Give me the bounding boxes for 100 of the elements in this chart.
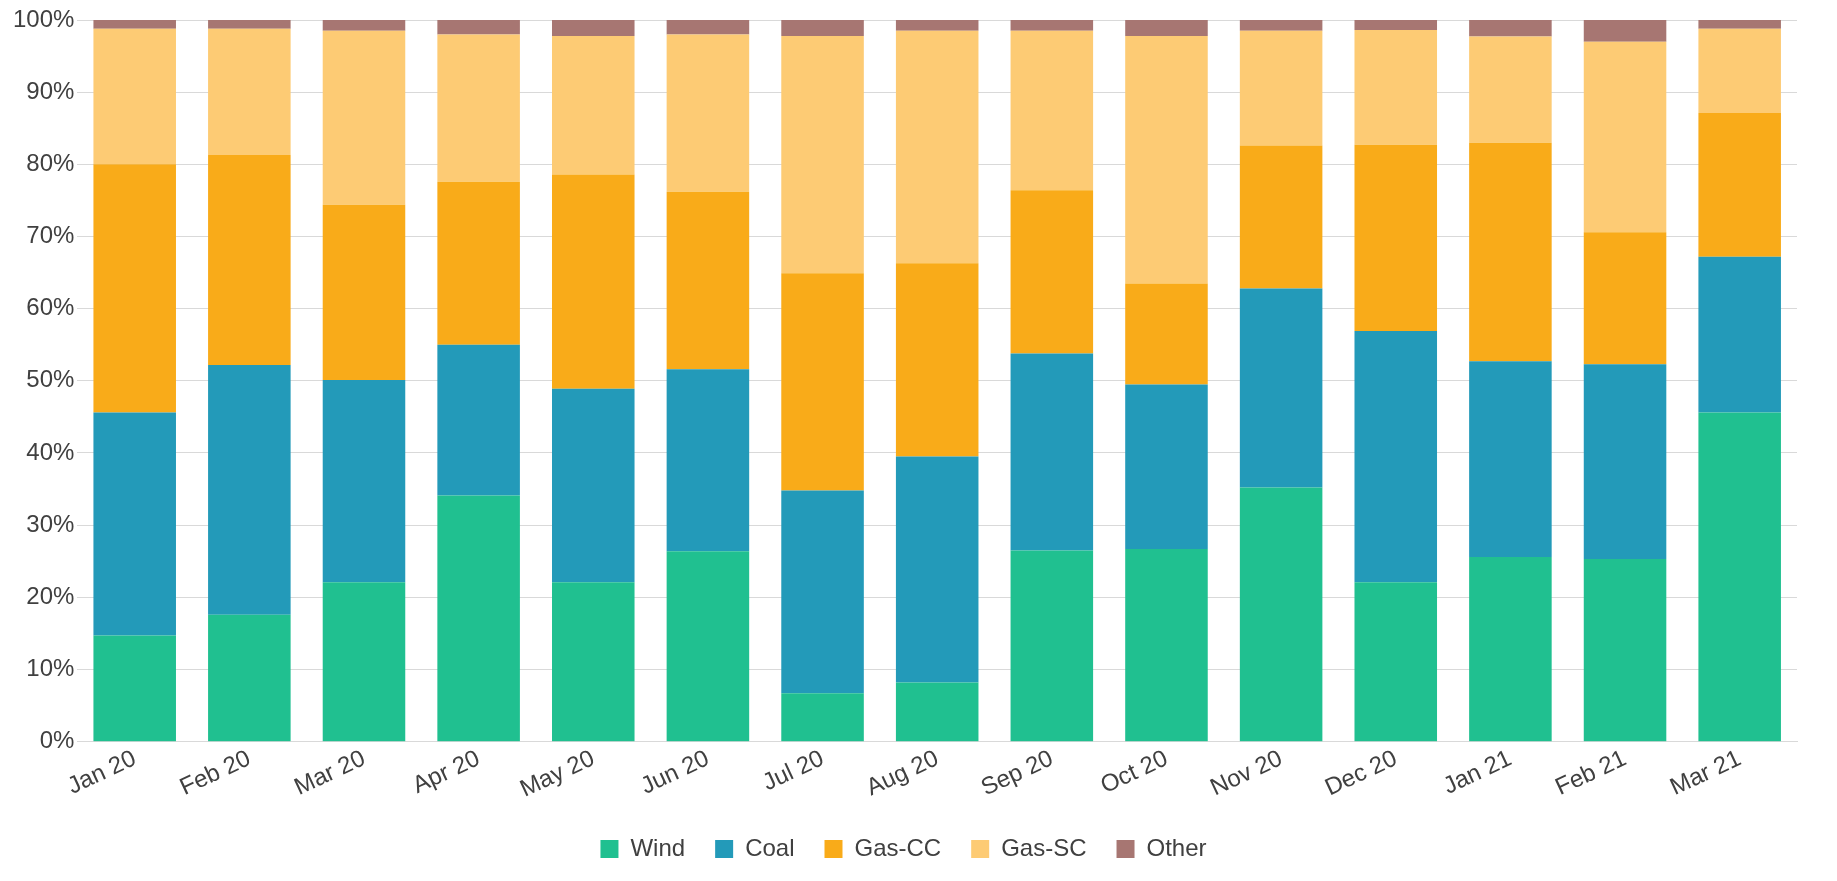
bar <box>1469 20 1552 37</box>
legend-label: Other <box>1146 833 1207 861</box>
bar <box>322 582 406 742</box>
bar <box>666 191 750 370</box>
bar <box>437 181 520 345</box>
y-tick-label: 70% <box>26 221 75 249</box>
bar <box>895 456 979 683</box>
bar <box>1469 36 1552 143</box>
bar <box>1698 20 1781 29</box>
y-tick-label: 20% <box>26 581 75 609</box>
bar <box>322 380 406 583</box>
bar <box>666 20 750 35</box>
x-tick-label: Jun 20 <box>636 743 713 799</box>
bar <box>781 693 864 742</box>
x-tick-label: May 20 <box>515 743 599 802</box>
bar <box>1354 582 1438 742</box>
bar <box>1125 548 1208 742</box>
bar <box>666 551 750 742</box>
x-tick-label: Jan 21 <box>1438 743 1516 799</box>
bar <box>1583 364 1667 560</box>
bar <box>437 34 520 182</box>
legend-label: Gas-CC <box>854 833 942 861</box>
bar <box>208 154 291 365</box>
bar <box>437 20 520 35</box>
bar <box>895 20 979 31</box>
bar <box>1354 144 1438 332</box>
bar <box>552 582 635 742</box>
y-tick-label: 40% <box>26 437 75 465</box>
bar <box>1010 30 1094 191</box>
bar <box>781 35 864 274</box>
bar <box>437 344 520 496</box>
bar <box>1354 331 1438 583</box>
bar <box>1583 232 1667 365</box>
x-tick-label: Oct 20 <box>1095 743 1172 799</box>
bar <box>895 263 979 457</box>
bar <box>1239 487 1323 742</box>
bar <box>1010 353 1094 551</box>
bar <box>1469 142 1552 362</box>
bar <box>93 28 176 165</box>
bar <box>208 364 291 615</box>
x-tick-label: Aug 20 <box>861 743 943 801</box>
y-tick-label: 50% <box>26 365 75 393</box>
bar <box>1239 30 1323 146</box>
bar <box>781 20 864 36</box>
bar <box>666 34 750 192</box>
bar <box>1010 20 1094 31</box>
y-tick-label: 30% <box>26 509 75 537</box>
y-tick-label: 80% <box>26 148 75 176</box>
bar <box>1698 256 1781 413</box>
x-tick-label: Feb 21 <box>1550 743 1630 800</box>
y-tick-label: 60% <box>26 293 75 321</box>
bar <box>895 682 979 742</box>
legend-label: Coal <box>745 833 795 861</box>
bar <box>1125 35 1208 284</box>
bar <box>322 20 406 31</box>
x-tick-label: Apr 20 <box>408 743 484 799</box>
legend-label: Gas-SC <box>1001 833 1087 861</box>
x-tick-label: Mar 20 <box>289 743 369 800</box>
bar <box>781 273 864 491</box>
bar <box>1698 412 1781 742</box>
bar <box>552 35 635 175</box>
bar <box>1010 550 1094 742</box>
bar <box>781 490 864 694</box>
bar <box>1469 556 1552 742</box>
x-tick-label: Sep 20 <box>976 743 1057 801</box>
x-tick-label: Nov 20 <box>1205 743 1287 801</box>
x-tick-label: Dec 20 <box>1320 743 1401 801</box>
x-tick-label: Feb 20 <box>175 743 255 800</box>
x-tick-label: Mar 21 <box>1665 743 1745 800</box>
bar <box>208 614 291 742</box>
x-tick-label: Jul 20 <box>758 743 828 796</box>
bar <box>1469 361 1552 557</box>
bar <box>93 635 176 742</box>
bar <box>666 369 750 552</box>
bar <box>1583 559 1667 742</box>
bar <box>1698 28 1781 114</box>
bar <box>208 20 291 29</box>
bar <box>208 28 291 155</box>
bar <box>1354 30 1438 145</box>
bar <box>93 20 176 29</box>
bar <box>552 20 635 36</box>
y-tick-label: 90% <box>26 76 75 104</box>
bar <box>1239 145 1323 289</box>
bar <box>1125 283 1208 385</box>
bar <box>1239 20 1323 31</box>
bar <box>1239 288 1323 488</box>
bar <box>1125 20 1208 36</box>
bar <box>437 495 520 742</box>
y-tick-label: 0% <box>39 726 75 754</box>
bar <box>322 30 406 205</box>
y-tick-label: 10% <box>26 654 75 682</box>
bar <box>322 204 406 381</box>
bar <box>1583 41 1667 233</box>
bar <box>552 388 635 583</box>
bar <box>1125 384 1208 549</box>
legend-label: Wind <box>630 833 686 861</box>
y-tick-label: 100% <box>12 4 75 32</box>
bar <box>93 164 176 413</box>
bar <box>93 412 176 636</box>
bar <box>1698 113 1781 257</box>
